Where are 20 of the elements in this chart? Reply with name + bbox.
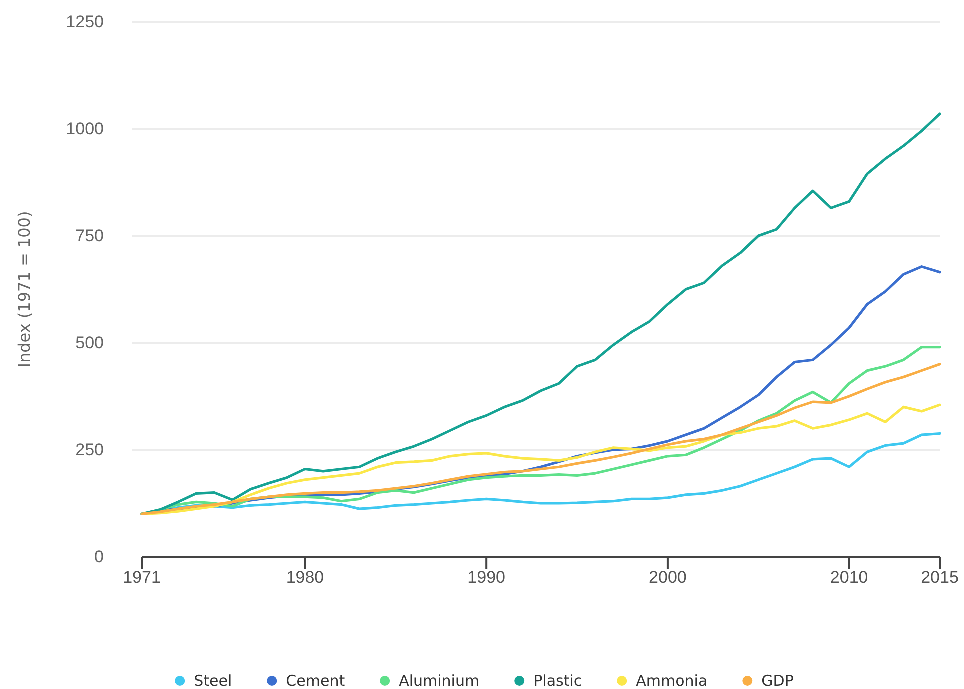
y-axis-title: Index (1971 = 100) [15, 211, 34, 368]
y-tick-label: 1250 [66, 12, 104, 32]
line-series [140, 112, 942, 516]
x-tick-label: 1980 [286, 568, 324, 588]
y-tick-label: 0 [94, 547, 104, 566]
y-tick-label: 500 [76, 333, 104, 352]
y-tick-label: 1000 [66, 119, 104, 138]
legend-label: Ammonia [636, 672, 708, 689]
legend-label: Cement [286, 672, 346, 689]
y-tick-label: 750 [76, 226, 104, 246]
legend-label: Steel [194, 672, 232, 689]
x-tick-label: 2010 [830, 568, 868, 588]
x-tick-label: 2015 [921, 568, 959, 588]
legend-label: Aluminium [399, 672, 480, 689]
x-tick-label: 1990 [468, 568, 506, 588]
x-tick-label: 1971 [123, 568, 161, 588]
legend-label: Plastic [534, 672, 582, 689]
x-tick-label: 2000 [649, 568, 687, 588]
y-tick-label: 250 [76, 440, 104, 460]
legend-label: GDP [762, 672, 794, 689]
